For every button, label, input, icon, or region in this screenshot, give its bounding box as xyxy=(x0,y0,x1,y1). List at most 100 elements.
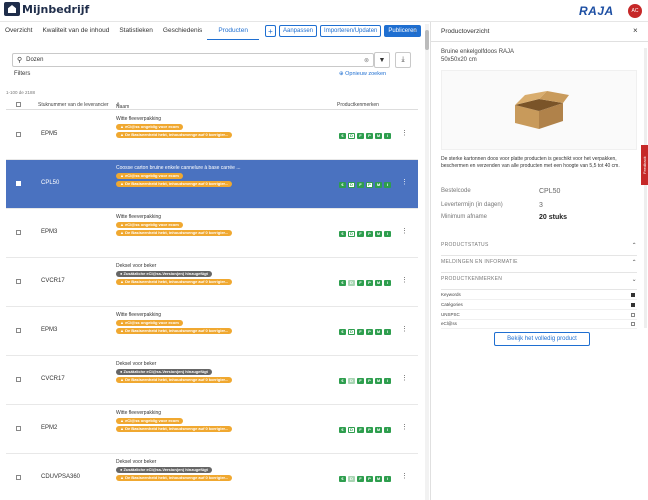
table-row[interactable]: EPM5 Witte fleeverpakking ▲ eCl@ss ongeldi… xyxy=(6,111,418,160)
table-row[interactable]: EPM3 Witte fleeverpakking ▲ eCl@ss ongeldi… xyxy=(6,307,418,356)
close-icon[interactable]: × xyxy=(633,26,638,35)
clear-icon[interactable]: ⊗ xyxy=(363,57,369,64)
table-row[interactable]: EPM3 Witte fleeverpakking ▲ eCl@ss ongeldi… xyxy=(6,209,418,258)
feature-checkbox xyxy=(631,313,635,317)
property-indicator: I xyxy=(384,182,391,188)
chevron-up-icon: ⌃ xyxy=(631,243,637,249)
tab-overview[interactable]: Overzicht xyxy=(5,27,33,34)
row-checkbox[interactable] xyxy=(16,279,21,284)
row-checkbox[interactable] xyxy=(16,328,21,333)
select-all-checkbox[interactable] xyxy=(16,102,21,109)
row-menu-icon[interactable]: ⋮ xyxy=(401,473,408,480)
table-scrollbar[interactable] xyxy=(425,24,429,500)
warning-badge: ▲ De Basiseenheid hebt, inhoudsmenge auf… xyxy=(116,328,233,334)
table-row[interactable]: EPM2 Witte fleeverpakking ▲ eCl@ss ongeldi… xyxy=(6,405,418,454)
warning-badge: ▲ eCl@ss ongeldig voor ecom xyxy=(116,173,183,179)
table-row[interactable]: CVCR17 Deksel voor beker ● Zusätzliche eCl… xyxy=(6,356,418,405)
section-notifications[interactable]: Meldingen en informatie ⌃ xyxy=(441,259,637,273)
tab-statistics[interactable]: Statistieken xyxy=(119,27,153,34)
adjust-button[interactable]: Aanpassen xyxy=(279,25,318,37)
row-checkbox[interactable] xyxy=(16,230,21,235)
row-menu-icon[interactable]: ⋮ xyxy=(401,375,408,382)
section-product-status[interactable]: Productstatus ⌃ xyxy=(441,242,637,256)
property-indicator: M xyxy=(375,329,382,335)
row-properties: € D F P M I xyxy=(339,133,391,139)
header-sku[interactable]: Stuknummer van de leverancier xyxy=(38,102,109,108)
filter-button[interactable]: ▼ xyxy=(374,52,390,68)
warning-badge: ▲ eCl@ss ongeldig voor ecom xyxy=(116,320,183,326)
publish-button[interactable]: Publiceren xyxy=(384,25,421,37)
check-icon: ● xyxy=(120,467,124,472)
feedback-tab[interactable]: Feedback xyxy=(641,145,648,185)
property-indicator: M xyxy=(375,231,382,237)
more-menu-icon[interactable]: ⋮ xyxy=(411,26,419,35)
row-menu-icon[interactable]: ⋮ xyxy=(401,228,408,235)
search-value: Dozen xyxy=(26,57,44,63)
row-description: Deksel voor beker xyxy=(116,263,157,269)
row-checkbox[interactable] xyxy=(16,426,21,431)
feature-unspsc: UNSPSC xyxy=(441,312,637,320)
add-button[interactable]: + xyxy=(265,25,276,37)
tab-history[interactable]: Geschiedenis xyxy=(162,27,203,34)
property-indicator: D xyxy=(348,378,355,384)
view-full-product-button[interactable]: Bekijk het volledig product xyxy=(494,332,590,346)
property-indicator: M xyxy=(375,378,382,384)
table-row[interactable]: CDUVPSA360 Deksel voor beker ● Zusätzliche… xyxy=(6,454,418,500)
row-checkbox[interactable] xyxy=(16,377,21,382)
tab-quality[interactable]: Kwaliteit van de inhoud xyxy=(42,27,110,34)
row-menu-icon[interactable]: ⋮ xyxy=(401,277,408,284)
property-indicator: P xyxy=(366,133,373,139)
field-label: Bestelcode xyxy=(441,188,471,194)
section-product-features[interactable]: Productkenmerken ⌄ xyxy=(441,276,637,290)
warning-icon: ▲ xyxy=(120,279,126,284)
row-menu-icon[interactable]: ⋮ xyxy=(401,130,408,137)
row-description: Witte fleeverpakking xyxy=(116,410,162,416)
action-buttons: + Aanpassen Importeren/Updaten Publicere… xyxy=(265,25,421,37)
property-indicator: € xyxy=(339,133,346,139)
import-button[interactable]: Importeren/Updaten xyxy=(320,25,382,37)
warning-icon: ▲ xyxy=(120,475,126,480)
header-name[interactable]: Naam ⇕ xyxy=(116,102,130,110)
warning-badge: ▲ De Basiseenheid hebt, inhoudsmenge auf… xyxy=(116,132,233,138)
row-sku: EPM3 xyxy=(41,327,58,333)
warning-badge: ● Zusätzliche eCl@ss-Version(en) hinzuge… xyxy=(116,369,212,375)
warning-icon: ▲ xyxy=(120,124,126,129)
badge-text: De Basiseenheid hebt, inhoudsmenge auf 0… xyxy=(125,230,229,235)
tab-products[interactable]: Producten xyxy=(207,24,259,40)
scroll-thumb[interactable] xyxy=(425,30,429,50)
property-indicator: P xyxy=(366,231,373,237)
product-image xyxy=(441,70,637,150)
download-button[interactable]: ⤓ xyxy=(395,52,411,68)
product-panel: Productoverzicht × Bruine enkelgolfdoos … xyxy=(430,22,648,500)
divider xyxy=(431,41,648,42)
panel-scrollbar[interactable] xyxy=(644,48,647,328)
row-checkbox[interactable] xyxy=(16,132,21,137)
property-indicator: D xyxy=(348,476,355,482)
download-icon: ⤓ xyxy=(401,56,405,63)
avatar[interactable]: AC xyxy=(628,4,642,18)
row-menu-icon[interactable]: ⋮ xyxy=(401,424,408,431)
warning-icon: ▲ xyxy=(120,418,126,423)
warning-badge: ▲ De Basiseenheid hebt, inhoudsmenge auf… xyxy=(116,377,233,383)
table-row[interactable]: CVCR17 Deksel voor beker ● Zusätzliche eCl… xyxy=(6,258,418,307)
badge-text: Zusätzliche eCl@ss-Version(en) hinzugefü… xyxy=(123,467,208,472)
property-indicator: F xyxy=(357,378,364,384)
badge-text: De Basiseenheid hebt, inhoudsmenge auf 0… xyxy=(125,377,229,382)
badge-text: De Basiseenheid hebt, inhoudsmenge auf 0… xyxy=(125,181,229,186)
row-menu-icon[interactable]: ⋮ xyxy=(401,326,408,333)
badge-text: eCl@ss ongeldig voor ecom xyxy=(125,418,179,423)
row-checkbox[interactable] xyxy=(16,475,21,480)
panel-title: Productoverzicht xyxy=(441,28,490,35)
table-row[interactable]: CPL50 Coosse carton bruine enkele cannelu… xyxy=(6,160,418,209)
search-input[interactable]: ⚲ Dozen ⊗ xyxy=(12,53,374,67)
reset-search-link[interactable]: ⊕ Opnieuw zoeken xyxy=(339,71,387,77)
property-indicator: I xyxy=(384,280,391,286)
property-indicator: F xyxy=(357,182,364,188)
logo[interactable]: Mijnbedrijf xyxy=(4,2,89,16)
reset-label: Opnieuw zoeken xyxy=(345,71,387,77)
row-checkbox[interactable] xyxy=(16,181,21,186)
filter-icon: ▼ xyxy=(378,56,386,64)
row-description: Coosse carton bruine enkele cannelure à … xyxy=(116,165,241,171)
property-indicator: P xyxy=(366,280,373,286)
row-menu-icon[interactable]: ⋮ xyxy=(401,179,408,186)
